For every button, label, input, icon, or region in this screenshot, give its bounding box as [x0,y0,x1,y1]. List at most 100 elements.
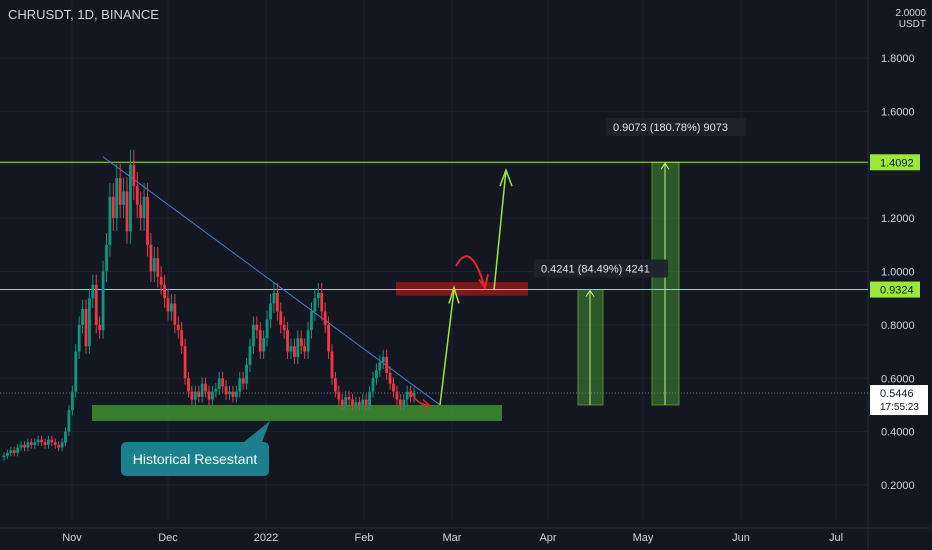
candle-body [340,399,344,405]
candle-body [221,378,225,387]
candle-body [12,450,16,453]
candle-body [320,292,324,312]
candle-body [409,391,412,397]
bounce-arrow [409,388,429,406]
candle-body [357,402,361,405]
candle-body [132,164,136,187]
y-tick-label: 0.6000 [881,373,915,385]
y-tick-label: 1.0000 [881,267,915,279]
support-zone [92,404,502,421]
candle-body [180,330,184,347]
x-tick-label: Nov [62,532,82,544]
retest-curve-arrow [455,255,485,286]
candle-body [183,346,187,379]
unit-label: USDT [898,19,926,30]
symbol-label: CHRUSDT, 1D, BINANCE [8,7,159,22]
projection-leg-2 [493,170,507,291]
candle-body [241,378,245,384]
level-mid-tag-bg [870,281,920,298]
candle-body [378,362,382,371]
candle-body [327,324,330,352]
candle-body [187,378,190,392]
measure-label-long-box [606,118,746,137]
candle-body [204,383,207,392]
candle-body [231,391,235,397]
candle-body [214,388,218,392]
candle-body [173,303,177,325]
candle-body [108,196,112,245]
candle-body [217,378,221,389]
candle-body [47,439,50,445]
y-tick-label: 0.2000 [881,480,915,492]
y-tick-label: 1.2000 [881,213,915,225]
candle-body [70,391,74,411]
candle-body [316,292,320,299]
candle-body [211,391,214,400]
candle-body [43,442,47,445]
candle-body [26,442,30,448]
candle-body [299,338,303,347]
historical-resistance-callout: Historical Resestant [121,442,269,476]
x-tick-label: Feb [355,532,374,544]
x-tick-label: 2022 [254,532,278,544]
candle-body [197,391,201,397]
candle-body [40,439,43,443]
candle-body [101,271,105,331]
candle-body [105,244,108,272]
x-tick-label: May [633,532,654,544]
retest-arrowhead [478,273,489,290]
candle-body [385,356,389,373]
candle-body [412,393,416,397]
candle-body [176,324,180,331]
projection-arrowhead-1 [448,284,460,304]
measure-arrowhead-1 [660,162,670,170]
candle-body [334,378,337,392]
candle-body [337,391,341,400]
candle-body [310,311,313,331]
candle-body [279,311,283,325]
candle-body [156,258,160,277]
candle-body [64,431,67,443]
candle-body [29,442,33,445]
candle-body [402,399,406,405]
candle-body [351,399,354,405]
x-tick-label: Jun [732,532,750,544]
candle-body [139,204,143,219]
projection-leg-1 [439,290,455,406]
candle-body [252,324,255,347]
candle-body [306,330,310,352]
candle-body [146,196,149,245]
last-price-tag: 0.5446 [880,388,914,400]
candle-body [115,178,119,219]
candle-body [166,298,170,312]
candle-body [94,284,98,325]
candle-body [258,330,262,352]
candle-body [262,338,266,352]
candle-body [135,186,139,205]
candle-body [381,356,385,363]
candle-body [245,364,248,384]
candle-body [159,276,163,285]
candle-body [398,399,402,405]
candle-body [275,292,279,312]
candle-body [2,455,6,458]
candle-body [163,284,166,299]
candle-body [81,308,84,325]
candle-body [16,447,20,453]
candle-body [344,396,348,405]
resistance-zone [396,282,528,296]
candle-body [50,439,54,443]
candle-body [269,303,272,320]
measure-arrowhead-0 [585,289,595,297]
countdown-tag: 17:55:23 [880,402,919,413]
candle-body [118,178,122,205]
candle-body [200,383,204,397]
candle-body [57,444,61,448]
level-mid-tag: 0.9324 [880,285,914,297]
candle-body [255,324,259,331]
candle-body [323,311,327,325]
candle-body [142,196,146,219]
candle-body [347,396,351,400]
level-high-tag: 1.4092 [880,157,914,169]
